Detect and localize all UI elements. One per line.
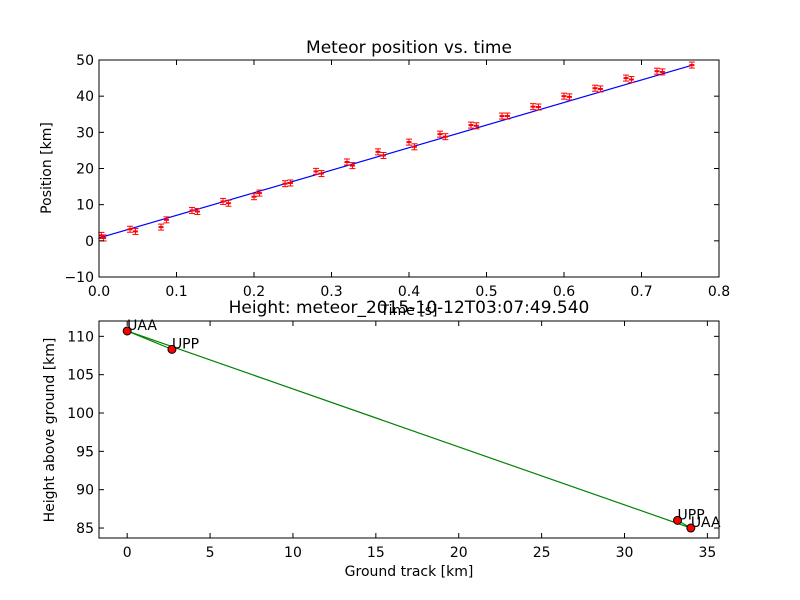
data-point xyxy=(344,158,350,166)
data-point xyxy=(411,143,418,151)
x-tick-label: 0.8 xyxy=(708,284,730,300)
data-point xyxy=(597,85,604,93)
data-point xyxy=(688,61,695,69)
y-tick-label: 0 xyxy=(85,234,94,250)
station-label: UAA xyxy=(691,515,721,531)
x-tick-label: 30 xyxy=(616,545,634,561)
data-point xyxy=(282,180,288,188)
data-point xyxy=(530,103,536,111)
data-point xyxy=(406,138,412,146)
x-tick-label: 35 xyxy=(698,545,716,561)
data-point xyxy=(127,225,133,233)
x-tick-label: 25 xyxy=(533,545,551,561)
data-point xyxy=(628,76,635,84)
data-point xyxy=(313,167,319,175)
data-point xyxy=(158,223,164,231)
y-tick-label: 20 xyxy=(76,162,94,178)
y-tick-label: 90 xyxy=(76,483,94,499)
station-label: UPP xyxy=(678,507,705,523)
y-tick-label: 110 xyxy=(67,329,94,345)
x-tick-label: 0.5 xyxy=(475,284,497,300)
data-point xyxy=(256,189,263,197)
data-point xyxy=(659,68,666,76)
fit-line xyxy=(98,64,693,239)
data-point xyxy=(318,170,325,178)
data-point xyxy=(220,197,226,205)
data-point xyxy=(251,193,257,201)
x-axis-label: Time [s] xyxy=(380,303,438,319)
y-axis-label: Height above ground [km] xyxy=(42,338,58,523)
plot-area: 0.0 0.1 0.2 0.3 0.4 0.5 0.6 0.7 0.8 −10 0 10 20 30 40 5… xyxy=(64,53,730,300)
x-tick-label: 15 xyxy=(367,545,385,561)
data-point xyxy=(287,179,294,187)
station-marker xyxy=(167,344,177,354)
data-point xyxy=(375,148,381,156)
data-point xyxy=(623,74,629,82)
data-point xyxy=(499,112,505,120)
chart-title: Meteor position vs. time xyxy=(306,38,512,58)
data-point xyxy=(473,122,480,130)
y-tick-label: 105 xyxy=(67,368,94,384)
data-point xyxy=(189,206,195,214)
station-marker xyxy=(122,326,132,336)
station-marker xyxy=(673,515,683,525)
x-tick-label: 0.3 xyxy=(320,284,342,300)
data-point xyxy=(654,67,660,75)
data-point xyxy=(349,162,356,170)
chart-title: Height: meteor_2015-10-12T03:07:49.540 xyxy=(229,298,590,318)
x-tick-label: 0.4 xyxy=(398,284,420,300)
x-tick-label: 0.2 xyxy=(243,284,265,300)
data-point xyxy=(504,112,511,120)
x-tick-label: 0.6 xyxy=(553,284,575,300)
data-point xyxy=(163,216,170,224)
station-label: UAA xyxy=(127,318,157,334)
x-tick-label: 0 xyxy=(123,545,132,561)
plot-frame xyxy=(98,320,720,539)
data-point xyxy=(437,130,443,138)
plot-frame xyxy=(98,59,720,278)
y-axis-label: Position [km] xyxy=(39,122,55,214)
y-tick-label: 30 xyxy=(76,125,94,141)
y-tick-label: 85 xyxy=(76,521,94,537)
data-point xyxy=(566,93,573,101)
position-vs-time-chart: Meteor position vs. time Time [s] Positi… xyxy=(39,38,730,319)
data-point xyxy=(561,92,567,100)
x-tick-label: 10 xyxy=(284,545,302,561)
data-point xyxy=(132,227,139,235)
data-point xyxy=(592,84,598,92)
x-tick-label: 20 xyxy=(450,545,468,561)
data-point xyxy=(468,121,474,129)
y-tick-label: 100 xyxy=(67,406,94,422)
data-point xyxy=(225,199,232,207)
y-tick-label: 95 xyxy=(76,444,94,460)
x-axis-label: Ground track [km] xyxy=(345,564,474,580)
data-point xyxy=(535,103,542,111)
y-tick-label: 10 xyxy=(76,198,94,214)
x-tick-label: 5 xyxy=(206,545,215,561)
station-label: UPP xyxy=(172,336,199,352)
x-tick-label: 0.7 xyxy=(630,284,652,300)
station-marker xyxy=(686,523,696,533)
y-tick-label: 50 xyxy=(76,53,94,69)
y-tick-label: −10 xyxy=(64,270,94,286)
data-point xyxy=(442,133,449,141)
x-tick-label: 0.1 xyxy=(165,284,187,300)
data-point xyxy=(380,151,387,159)
y-tick-label: 40 xyxy=(76,89,94,105)
x-tick-label: 0.0 xyxy=(88,284,110,300)
track-line xyxy=(126,330,692,529)
data-point xyxy=(194,208,201,216)
